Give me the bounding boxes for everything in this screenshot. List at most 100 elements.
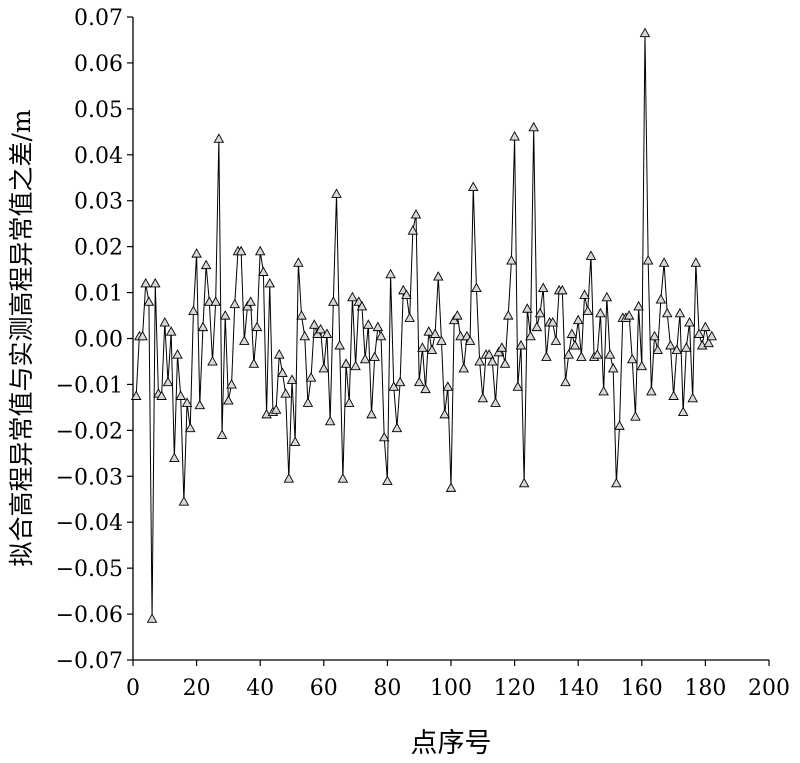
data-point-marker (658, 257, 670, 267)
data-point-marker (264, 277, 276, 288)
data-point-marker (356, 300, 368, 311)
data-point-marker (477, 392, 489, 403)
data-point-marker (149, 277, 161, 288)
data-point-marker (219, 310, 231, 320)
data-point-marker (703, 337, 714, 348)
data-point-marker (242, 300, 253, 311)
data-point-marker (655, 294, 667, 304)
data-point-marker (642, 254, 654, 265)
x-tick-label: 40 (246, 676, 274, 701)
data-point-marker (181, 397, 193, 407)
data-point-marker (417, 342, 428, 352)
data-point-marker (159, 316, 171, 327)
data-point-marker (684, 316, 695, 327)
data-point-marker (541, 351, 552, 361)
data-point-marker (223, 395, 234, 405)
y-tick-label: −0.01 (56, 373, 123, 398)
data-point-marker (585, 250, 597, 260)
data-point-marker (646, 385, 657, 396)
data-point-marker (178, 496, 190, 506)
data-point-marker (229, 298, 241, 309)
data-point-marker (254, 245, 266, 256)
data-point-marker (652, 344, 663, 355)
data-point-marker (248, 358, 260, 368)
data-point-marker (270, 404, 282, 414)
data-point-marker (169, 452, 180, 462)
data-point-marker (582, 305, 594, 315)
y-tick-label: −0.04 (56, 511, 123, 536)
data-point-marker (547, 316, 559, 327)
data-point-marker (340, 358, 352, 368)
data-point-marker (426, 344, 438, 355)
data-point-marker (312, 328, 323, 338)
data-point-marker (318, 362, 330, 373)
data-point-marker (592, 349, 603, 359)
data-point-marker (140, 277, 151, 288)
x-tick-label: 140 (557, 676, 599, 701)
data-point-marker (493, 346, 504, 357)
data-point-marker (343, 397, 355, 407)
data-point-marker (452, 310, 463, 320)
x-axis-title: 点序号 (411, 728, 492, 759)
data-point-marker (693, 328, 705, 338)
plot-area: 0.07 0.06 0.05 0.04 0.03 0.02 0.01 0.00 −0.01 −0.… (56, 6, 790, 701)
data-point-marker (188, 305, 199, 315)
data-point-marker (369, 351, 380, 361)
data-point-marker (525, 330, 536, 341)
data-point-marker (560, 376, 571, 387)
data-point-marker (347, 291, 358, 302)
y-tick-label: 0.04 (74, 144, 123, 169)
data-point-marker (496, 342, 508, 352)
data-point-marker (674, 307, 686, 318)
data-point-marker (515, 339, 527, 350)
series-line (135, 33, 713, 619)
y-tick-label: 0.05 (74, 98, 123, 123)
data-point-marker (706, 330, 718, 341)
data-point-marker (280, 388, 291, 398)
data-point-marker (681, 342, 692, 352)
data-point-marker (410, 209, 422, 219)
data-point-marker (595, 307, 606, 318)
data-point-marker (184, 422, 196, 433)
y-ticks: 0.07 0.06 0.05 0.04 0.03 0.02 0.01 0.00 −0.01 −0.… (56, 6, 133, 674)
data-point-marker (614, 420, 625, 430)
data-point-marker (439, 408, 450, 419)
data-point-marker (563, 349, 574, 359)
data-point-marker (331, 188, 342, 198)
data-point-marker (197, 321, 209, 332)
x-tick-label: 180 (684, 676, 726, 701)
data-point-marker (213, 133, 225, 143)
data-point-marker (649, 330, 660, 341)
y-tick-label: −0.07 (56, 649, 123, 674)
data-point-marker (382, 475, 393, 485)
data-point-marker (668, 390, 679, 400)
data-point-marker (569, 339, 581, 350)
data-point-marker (509, 130, 520, 141)
data-point-marker (502, 310, 514, 320)
data-point-marker (289, 436, 301, 446)
data-point-marker (690, 257, 702, 267)
data-point-marker (239, 335, 250, 345)
data-point-marker (499, 358, 511, 368)
x-tick-label: 160 (621, 676, 663, 701)
data-point-marker (633, 300, 644, 311)
data-point-marker (671, 344, 683, 355)
data-point-marker (442, 381, 454, 391)
data-point-marker (448, 314, 460, 325)
data-point-marker (445, 482, 457, 492)
data-point-marker (531, 321, 543, 332)
data-point-marker (137, 330, 148, 341)
x-tick-label: 0 (126, 676, 140, 701)
x-tick-label: 120 (494, 676, 536, 701)
data-point-marker (258, 266, 269, 276)
data-point-marker (296, 310, 307, 320)
x-tick-label: 80 (373, 676, 401, 701)
data-point-marker (308, 319, 320, 329)
data-point-marker (598, 385, 609, 396)
data-point-marker (458, 362, 469, 373)
data-point-marker (216, 429, 228, 439)
data-point-marker (245, 296, 256, 306)
data-point-marker (359, 353, 371, 364)
data-point-marker (207, 356, 218, 366)
